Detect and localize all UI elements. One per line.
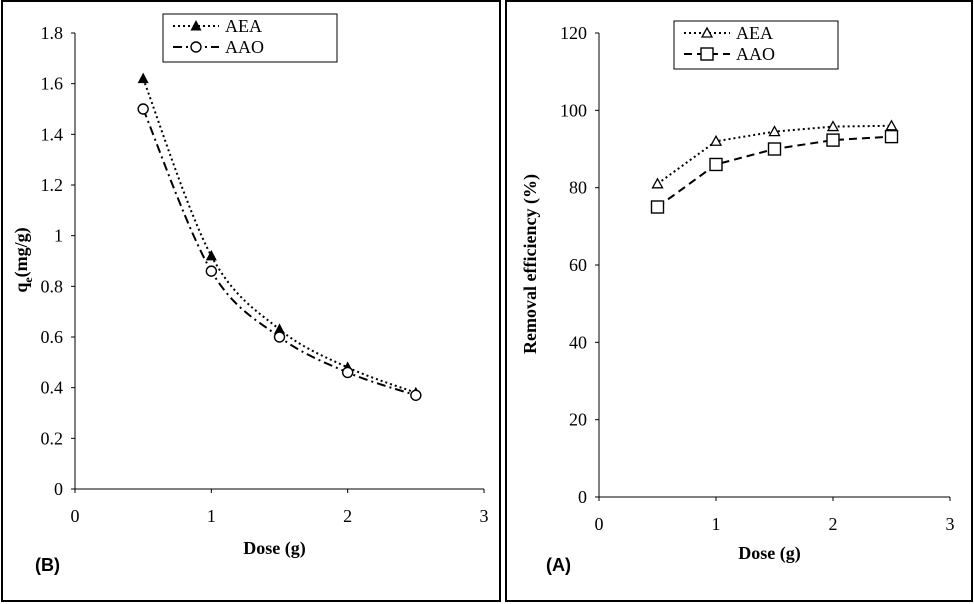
chart-panel-a: 0 20 40 60 80 100 120 0 1 2 3 Dose (g) Removal effic… [505,0,973,602]
x-tick-label: 3 [946,514,955,534]
legend-marker-aea [190,20,202,31]
legend-label-aao: AAO [736,44,775,64]
chart-a-svg: 0 20 40 60 80 100 120 0 1 2 3 Dose (g) Removal effic… [520,20,955,575]
data-point-aao [273,331,286,343]
y-axis-label: qe(mg/g) [11,227,35,292]
data-point-aao [341,366,354,379]
y-tick-label: 0 [578,487,587,507]
legend-marker-aea [700,26,714,38]
data-point-aea [768,125,781,137]
x-tick-label: 2 [829,514,838,534]
x-tick-label: 1 [207,506,216,526]
legend-label-aea: AEA [736,23,773,43]
data-point-aea [205,249,217,261]
x-tick-label: 3 [480,506,489,526]
legend-marker-aao [190,41,202,53]
chart-panel-b: 0 0.2 0.4 0.6 0.8 1 1.2 1.4 1.6 1.8 0 1 2 3 Dose (g) qe… [1,0,501,602]
legend-box [673,20,839,70]
data-point-aea [885,119,898,131]
y-tick-label: 1.6 [41,74,64,94]
y-tick-label: 80 [569,178,587,198]
legend-box [162,13,338,63]
y-tick-label: 0 [54,479,63,499]
series-line-aea [142,78,417,394]
y-tick-label: 120 [560,23,587,43]
x-tick-label: 2 [343,506,352,526]
data-point-aea [137,72,149,84]
x-tick-label: 1 [712,514,721,534]
y-tick-label: 60 [569,255,587,275]
y-tick-label: 100 [560,100,587,120]
panel-label: (B) [35,555,60,575]
y-tick-label: 20 [569,410,587,430]
y-tick-label: 0.2 [41,428,64,448]
data-point-aea [274,323,285,334]
series-aao [137,103,422,401]
chart-b-svg: 0 0.2 0.4 0.6 0.8 1 1.2 1.4 1.6 1.8 0 1 2 3 Dose (g) qe… [11,13,489,575]
data-point-aao [137,103,149,115]
y-tick-label: 1.2 [41,175,64,195]
data-point-aao [709,157,723,172]
y-tick-label: 0.4 [41,378,64,398]
x-tick-label: 0 [71,506,80,526]
y-tick-label: 40 [569,332,587,352]
data-point-aea [826,120,840,132]
data-point-aao [767,142,782,156]
x-axis-label: Dose (g) [243,538,305,559]
data-point-aea [651,177,664,189]
y-tick-label: 0.8 [41,276,64,296]
data-point-aao [884,129,899,144]
data-point-aao [826,133,840,147]
y-tick-label: 1 [54,226,63,246]
y-axis-label: Removal efficiency (%) [520,174,541,354]
data-point-aea [709,134,723,146]
y-tick-label: 1.4 [41,124,64,144]
legend-marker-aao [700,47,714,61]
x-tick-label: 0 [595,514,604,534]
y-tick-label: 0.6 [41,327,64,347]
series-aao [650,129,899,214]
data-point-aao [650,200,665,214]
data-point-aao [205,265,218,277]
x-axis-label: Dose (g) [738,543,800,564]
series-aea [651,119,898,189]
legend-label-aea: AEA [225,16,262,36]
series-line-aao [142,108,417,397]
series-aea [137,72,422,398]
data-point-aao [410,389,422,401]
panel-label: (A) [546,555,571,575]
legend-label-aao: AAO [225,37,264,57]
y-tick-label: 1.8 [41,23,64,43]
